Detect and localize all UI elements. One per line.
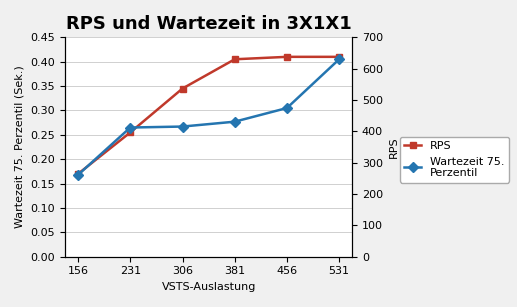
Legend: RPS, Wartezeit 75.
Perzentil: RPS, Wartezeit 75. Perzentil <box>400 137 509 183</box>
Wartezeit 75.
Perzentil <box>127 126 133 129</box>
Wartezeit 75.
Perzentil <box>179 125 186 128</box>
RPS <box>127 130 133 134</box>
Wartezeit 75.
Perzentil <box>336 57 342 61</box>
Y-axis label: Wartezeit 75. Perzentil (Sek.): Wartezeit 75. Perzentil (Sek.) <box>15 66 25 228</box>
Line: Wartezeit 75.
Perzentil: Wartezeit 75. Perzentil <box>74 56 343 178</box>
Wartezeit 75.
Perzentil <box>232 120 238 123</box>
RPS <box>336 55 342 59</box>
Y-axis label: RPS: RPS <box>389 136 399 158</box>
X-axis label: VSTS-Auslastung: VSTS-Auslastung <box>161 282 256 292</box>
Line: RPS: RPS <box>74 53 343 177</box>
Wartezeit 75.
Perzentil <box>75 173 81 177</box>
RPS <box>284 55 290 59</box>
RPS <box>75 172 81 176</box>
Title: RPS und Wartezeit in 3X1X1: RPS und Wartezeit in 3X1X1 <box>66 15 352 33</box>
RPS <box>179 87 186 90</box>
RPS <box>232 57 238 61</box>
Wartezeit 75.
Perzentil <box>284 106 290 110</box>
